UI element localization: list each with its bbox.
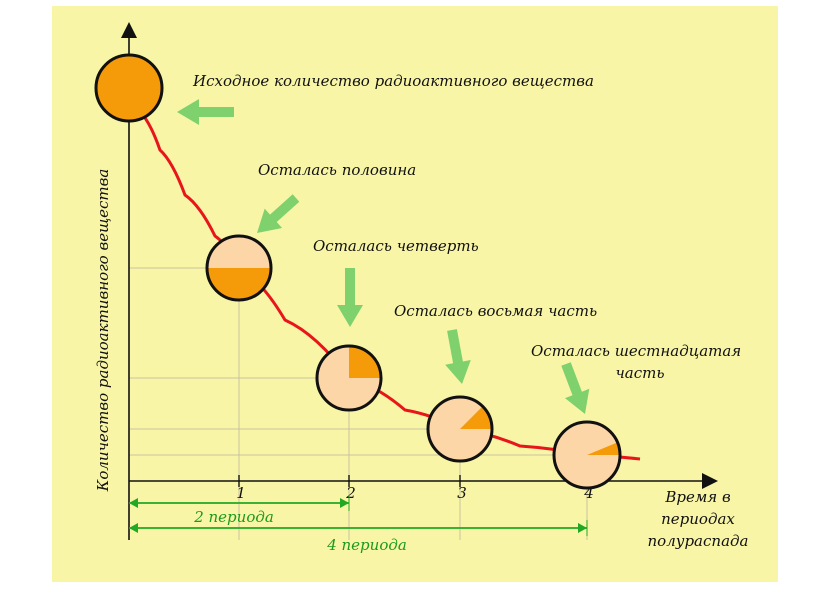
pointer-arrow bbox=[177, 99, 234, 125]
period-span: 2 периода bbox=[129, 495, 350, 526]
stage-label: часть bbox=[615, 364, 664, 382]
pointer-arrow bbox=[257, 194, 300, 233]
period-spans: 2 периода 4 периода bbox=[129, 495, 588, 554]
sample-circle bbox=[315, 344, 383, 412]
period-span: 4 периода bbox=[129, 520, 588, 554]
stage-label: Осталась восьмая часть bbox=[394, 302, 597, 320]
sample-circle bbox=[94, 53, 164, 123]
x-tick-label: 3 bbox=[457, 484, 467, 502]
decay-curve bbox=[138, 110, 641, 461]
x-axis-label-line: периодах bbox=[661, 510, 735, 528]
period-span-label: 4 периода bbox=[326, 536, 407, 554]
stage-label: Исходное количество радиоактивного вещес… bbox=[192, 72, 594, 90]
x-tick-label: 1 bbox=[236, 484, 246, 502]
pointer-arrow bbox=[337, 268, 363, 327]
y-axis-label: Количество радиоактивного вещества bbox=[94, 169, 112, 493]
sample-circle bbox=[205, 234, 273, 302]
stage-labels: Исходное количество радиоактивного вещес… bbox=[192, 72, 741, 382]
pointer-arrow bbox=[561, 362, 590, 414]
stage-label: Осталась шестнадцатая bbox=[531, 342, 741, 360]
sample-circles bbox=[94, 53, 622, 490]
diagram-background bbox=[52, 6, 778, 582]
sample-circle bbox=[426, 395, 494, 463]
stage-label: Осталась половина bbox=[258, 161, 416, 179]
x-tick-label: 2 bbox=[345, 484, 356, 502]
x-axis-label: Время в периодах полураспада bbox=[648, 488, 749, 550]
x-axis-label-line: полураспада bbox=[648, 532, 749, 550]
stage-label: Осталась четверть bbox=[313, 237, 479, 255]
sample-circle bbox=[552, 420, 622, 490]
x-axis-label-line: Время в bbox=[664, 488, 731, 506]
pointer-arrows bbox=[177, 99, 590, 414]
pointer-arrow bbox=[445, 329, 471, 384]
period-span-label: 2 периода bbox=[193, 508, 274, 526]
x-tick-label: 4 bbox=[583, 484, 594, 502]
